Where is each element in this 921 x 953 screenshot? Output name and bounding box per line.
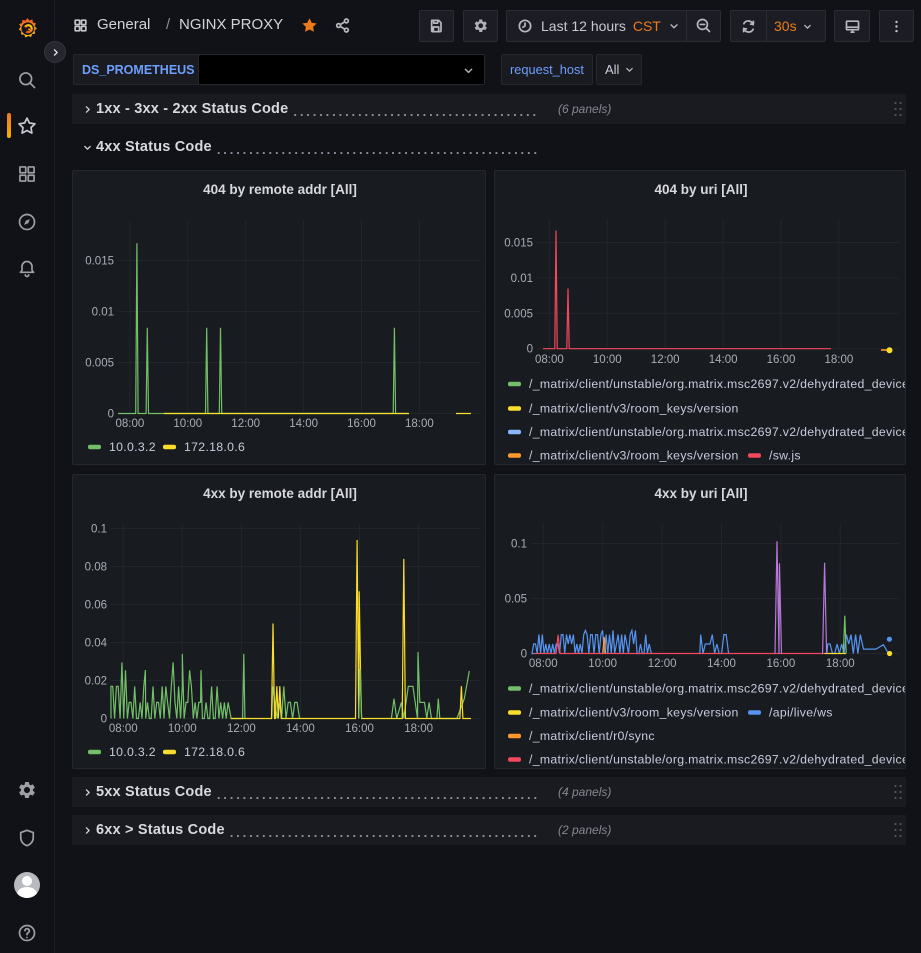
svg-text:0.1: 0.1	[91, 524, 107, 536]
svg-text:10:00: 10:00	[593, 354, 622, 366]
svg-text:10:00: 10:00	[173, 418, 202, 430]
svg-text:0.04: 0.04	[85, 638, 108, 650]
svg-text:10.0.3.2: 10.0.3.2	[109, 745, 156, 759]
svg-text:0.02: 0.02	[85, 676, 107, 688]
svg-text:10:00: 10:00	[588, 658, 617, 670]
svg-text:404 by uri [All]: 404 by uri [All]	[654, 182, 747, 197]
svg-text:14:00: 14:00	[286, 723, 315, 735]
svg-text:0.015: 0.015	[504, 238, 533, 250]
svg-text:172.18.0.6: 172.18.0.6	[184, 440, 245, 454]
svg-text:/_matrix/client/v3/room_keys/v: /_matrix/client/v3/room_keys/version	[529, 706, 739, 720]
svg-text:172.18.0.6: 172.18.0.6	[184, 745, 245, 759]
svg-text:0: 0	[108, 409, 114, 421]
svg-text:4xx by remote addr [All]: 4xx by remote addr [All]	[203, 486, 357, 501]
svg-text:14:00: 14:00	[707, 658, 736, 670]
svg-text:/api/live/ws: /api/live/ws	[769, 706, 833, 720]
svg-text:0: 0	[101, 714, 107, 726]
svg-text:/_matrix/client/unstable/org.m: /_matrix/client/unstable/org.matrix.msc2…	[529, 753, 906, 767]
svg-text:08:00: 08:00	[529, 658, 558, 670]
svg-text:4xx by uri [All]: 4xx by uri [All]	[654, 486, 747, 501]
svg-text:18:00: 18:00	[826, 658, 855, 670]
svg-text:16:00: 16:00	[767, 658, 796, 670]
svg-text:0.01: 0.01	[92, 307, 114, 319]
svg-text:0.1: 0.1	[511, 539, 527, 551]
svg-text:18:00: 18:00	[405, 418, 434, 430]
svg-text:16:00: 16:00	[767, 354, 796, 366]
svg-text:0.005: 0.005	[504, 308, 533, 320]
svg-text:/_matrix/client/unstable/org.m: /_matrix/client/unstable/org.matrix.msc2…	[529, 377, 906, 391]
svg-text:404 by remote addr [All]: 404 by remote addr [All]	[203, 182, 357, 197]
svg-text:/_matrix/client/unstable/org.m: /_matrix/client/unstable/org.matrix.msc2…	[529, 682, 906, 696]
svg-text:18:00: 18:00	[825, 354, 854, 366]
svg-text:08:00: 08:00	[116, 418, 145, 430]
svg-text:0.005: 0.005	[85, 358, 114, 370]
svg-text:12:00: 12:00	[651, 354, 680, 366]
svg-text:10.0.3.2: 10.0.3.2	[109, 440, 156, 454]
svg-text:0.015: 0.015	[85, 256, 114, 268]
svg-text:/_matrix/client/unstable/org.m: /_matrix/client/unstable/org.matrix.msc2…	[529, 425, 906, 439]
svg-text:12:00: 12:00	[231, 418, 260, 430]
svg-text:10:00: 10:00	[168, 723, 197, 735]
svg-text:14:00: 14:00	[289, 418, 318, 430]
svg-text:16:00: 16:00	[345, 723, 374, 735]
svg-text:/_matrix/client/v3/room_keys/v: /_matrix/client/v3/room_keys/version	[529, 449, 739, 463]
svg-text:08:00: 08:00	[109, 723, 138, 735]
svg-text:12:00: 12:00	[227, 723, 256, 735]
svg-text:16:00: 16:00	[347, 418, 376, 430]
svg-text:14:00: 14:00	[709, 354, 738, 366]
svg-text:0.08: 0.08	[85, 562, 107, 574]
svg-text:08:00: 08:00	[535, 354, 564, 366]
svg-text:0: 0	[521, 649, 527, 661]
svg-text:/_matrix/client/r0/sync: /_matrix/client/r0/sync	[529, 729, 655, 743]
svg-text:/sw.js: /sw.js	[769, 449, 801, 463]
svg-text:0.06: 0.06	[85, 600, 107, 612]
svg-text:0.05: 0.05	[505, 594, 527, 606]
svg-text:/_matrix/client/v3/room_keys/v: /_matrix/client/v3/room_keys/version	[529, 402, 739, 416]
svg-text:12:00: 12:00	[648, 658, 677, 670]
svg-text:0.01: 0.01	[511, 273, 533, 285]
svg-text:18:00: 18:00	[404, 723, 433, 735]
svg-text:0: 0	[527, 344, 533, 356]
